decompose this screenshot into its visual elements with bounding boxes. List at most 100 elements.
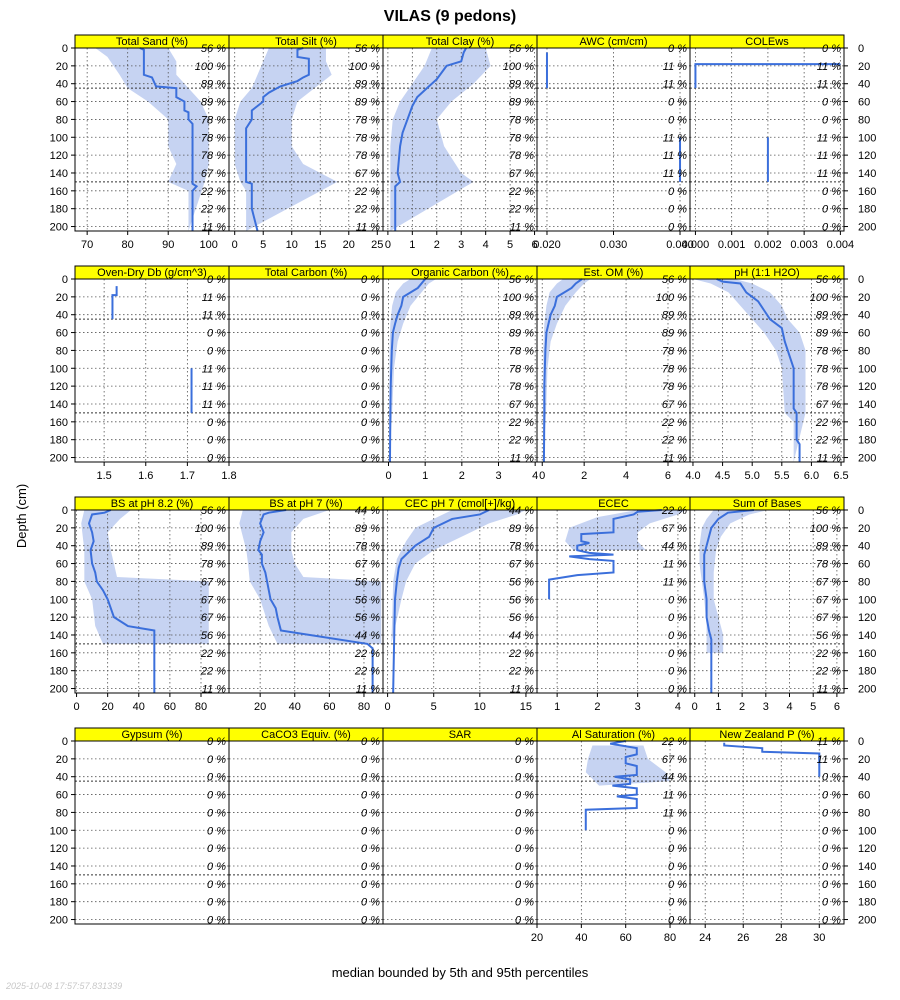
percent-label: 67 % bbox=[662, 523, 687, 535]
percent-label: 78 % bbox=[662, 345, 687, 357]
x-tick-label: 5 bbox=[260, 239, 266, 251]
panel-title: BS at pH 7 (%) bbox=[269, 498, 342, 510]
x-tick-label: 1.7 bbox=[180, 470, 195, 482]
median-line bbox=[87, 509, 156, 693]
median-line bbox=[139, 47, 199, 231]
y-tick-label: 180 bbox=[858, 897, 876, 909]
percent-label: 11 % bbox=[663, 453, 687, 465]
y-tick-label: 200 bbox=[50, 684, 68, 696]
percent-label: 11 % bbox=[817, 684, 841, 696]
percent-label: 11 % bbox=[663, 559, 687, 571]
percent-label: 78 % bbox=[355, 132, 380, 144]
panel-grid: Total Sand (%)56 %100 %89 %89 %78 %78 %7… bbox=[50, 34, 876, 944]
percent-label: 22 % bbox=[508, 666, 534, 678]
percent-label: 0 % bbox=[822, 43, 841, 55]
percent-label: 0 % bbox=[822, 861, 841, 873]
percent-label: 0 % bbox=[822, 843, 841, 855]
percent-label: 89 % bbox=[509, 310, 534, 322]
percent-label: 0 % bbox=[361, 274, 380, 286]
percent-label: 56 % bbox=[355, 612, 380, 624]
percentile-band bbox=[239, 510, 382, 644]
percent-label: 0 % bbox=[515, 861, 534, 873]
percent-label: 0 % bbox=[207, 807, 226, 819]
percent-label: 0 % bbox=[668, 666, 687, 678]
percent-label: 0 % bbox=[822, 114, 841, 126]
x-tick-label: 4 bbox=[483, 239, 489, 251]
x-tick-label: 0.002 bbox=[754, 239, 782, 251]
y-tick-label: 180 bbox=[50, 204, 68, 216]
percent-label: 0 % bbox=[207, 274, 226, 286]
y-tick-label: 80 bbox=[56, 114, 68, 126]
y-tick-label: 80 bbox=[56, 576, 68, 588]
x-tick-label: 0.040 bbox=[666, 239, 694, 251]
percent-label: 78 % bbox=[509, 345, 534, 357]
percent-label: 56 % bbox=[816, 505, 841, 517]
x-tick-label: 80 bbox=[122, 239, 134, 251]
percent-label: 67 % bbox=[816, 576, 841, 588]
x-tick-label: 0 bbox=[232, 239, 238, 251]
percent-label: 0 % bbox=[515, 754, 534, 766]
y-tick-label: 200 bbox=[858, 684, 876, 696]
percent-label: 0 % bbox=[361, 399, 380, 411]
x-tick-label: 30 bbox=[813, 932, 825, 944]
percent-label: 89 % bbox=[355, 79, 380, 91]
median-line bbox=[388, 278, 426, 463]
y-tick-label: 40 bbox=[858, 79, 870, 91]
x-tick-label: 6.0 bbox=[804, 470, 819, 482]
percent-label: 22 % bbox=[661, 505, 687, 517]
percent-label: 0 % bbox=[207, 790, 226, 802]
percent-label: 0 % bbox=[361, 825, 380, 837]
percent-label: 22 % bbox=[815, 435, 841, 447]
percent-label: 0 % bbox=[361, 879, 380, 891]
percent-label: 78 % bbox=[509, 381, 534, 393]
median-line bbox=[716, 278, 801, 462]
y-tick-label: 60 bbox=[858, 790, 870, 802]
y-tick-label: 200 bbox=[858, 453, 876, 465]
percent-label: 0 % bbox=[361, 453, 380, 465]
percent-label: 11 % bbox=[817, 754, 841, 766]
plot-area bbox=[75, 279, 229, 462]
x-tick-label: 60 bbox=[323, 701, 335, 713]
panel-title: COLEws bbox=[745, 36, 789, 48]
x-tick-label: 0 bbox=[692, 701, 698, 713]
percent-label: 0 % bbox=[515, 843, 534, 855]
panel: New Zealand P (%)11 %11 %0 %0 %0 %0 %0 %… bbox=[689, 727, 876, 944]
percent-label: 78 % bbox=[816, 345, 841, 357]
x-tick-label: 5 bbox=[507, 239, 513, 251]
y-tick-label: 0 bbox=[858, 736, 864, 748]
median-line bbox=[723, 742, 821, 777]
percent-label: 78 % bbox=[201, 150, 226, 162]
percent-label: 22 % bbox=[200, 204, 226, 216]
percent-label: 89 % bbox=[662, 310, 687, 322]
percent-label: 0 % bbox=[515, 807, 534, 819]
percent-label: 44 % bbox=[509, 630, 534, 642]
percent-label: 0 % bbox=[361, 897, 380, 909]
median-line bbox=[394, 47, 467, 231]
panel-title: pH (1:1 H2O) bbox=[734, 267, 799, 279]
percent-label: 100 % bbox=[195, 523, 226, 535]
y-tick-label: 100 bbox=[50, 594, 68, 606]
timestamp-label: 2025-10-08 17:57:57.831339 bbox=[5, 981, 122, 991]
percent-label: 0 % bbox=[822, 879, 841, 891]
y-tick-label: 120 bbox=[50, 150, 68, 162]
y-tick-label: 80 bbox=[858, 576, 870, 588]
panel-title: Al Saturation (%) bbox=[572, 729, 655, 741]
plot-area bbox=[383, 741, 537, 924]
panel-frame bbox=[689, 47, 845, 232]
x-tick-label: 6 bbox=[834, 701, 840, 713]
percent-label: 89 % bbox=[509, 523, 534, 535]
percent-label: 0 % bbox=[668, 204, 687, 216]
y-tick-label: 20 bbox=[858, 523, 870, 535]
y-tick-label: 200 bbox=[50, 222, 68, 234]
percent-label: 100 % bbox=[656, 292, 687, 304]
panel: Organic Carbon (%)56 % 100 % 89 % 89 % 78 % 7… bbox=[382, 265, 538, 482]
percentile-band bbox=[543, 279, 591, 462]
y-tick-label: 40 bbox=[858, 772, 870, 784]
x-tick-label: 6 bbox=[531, 239, 537, 251]
percent-label: 78 % bbox=[201, 132, 226, 144]
panel-title: ECEC bbox=[598, 498, 629, 510]
x-tick-label: 0 bbox=[539, 470, 545, 482]
percent-label: 78 % bbox=[509, 541, 534, 553]
